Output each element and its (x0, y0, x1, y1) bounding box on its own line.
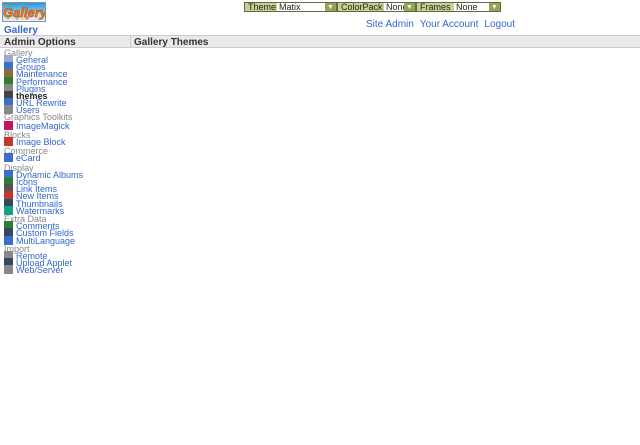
svg-text:Gallery: Gallery (3, 5, 46, 20)
